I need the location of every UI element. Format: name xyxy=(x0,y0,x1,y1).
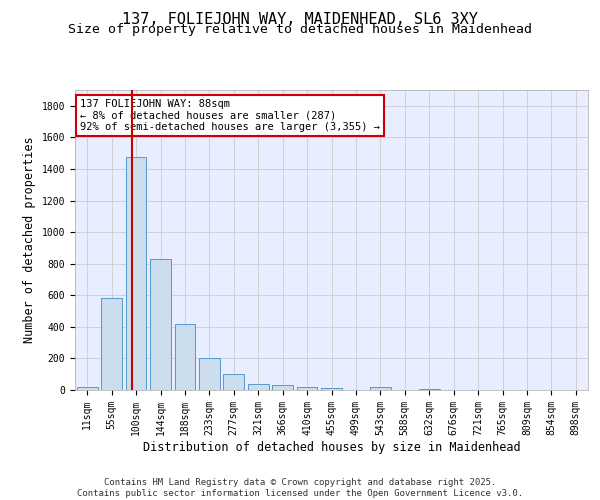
Bar xyxy=(150,259,171,390)
Bar xyxy=(370,387,391,390)
Bar xyxy=(125,157,146,390)
Bar xyxy=(223,374,244,390)
Bar xyxy=(248,384,269,390)
Bar xyxy=(101,298,122,390)
Bar xyxy=(175,324,196,390)
Bar xyxy=(272,385,293,390)
X-axis label: Distribution of detached houses by size in Maidenhead: Distribution of detached houses by size … xyxy=(143,440,520,454)
Bar xyxy=(419,388,440,390)
Bar xyxy=(296,386,317,390)
Bar xyxy=(321,388,342,390)
Bar xyxy=(77,387,98,390)
Text: Contains HM Land Registry data © Crown copyright and database right 2025.
Contai: Contains HM Land Registry data © Crown c… xyxy=(77,478,523,498)
Text: 137, FOLIEJOHN WAY, MAIDENHEAD, SL6 3XY: 137, FOLIEJOHN WAY, MAIDENHEAD, SL6 3XY xyxy=(122,12,478,28)
Y-axis label: Number of detached properties: Number of detached properties xyxy=(23,136,36,344)
Text: 137 FOLIEJOHN WAY: 88sqm
← 8% of detached houses are smaller (287)
92% of semi-d: 137 FOLIEJOHN WAY: 88sqm ← 8% of detache… xyxy=(80,99,380,132)
Text: Size of property relative to detached houses in Maidenhead: Size of property relative to detached ho… xyxy=(68,24,532,36)
Bar xyxy=(199,358,220,390)
